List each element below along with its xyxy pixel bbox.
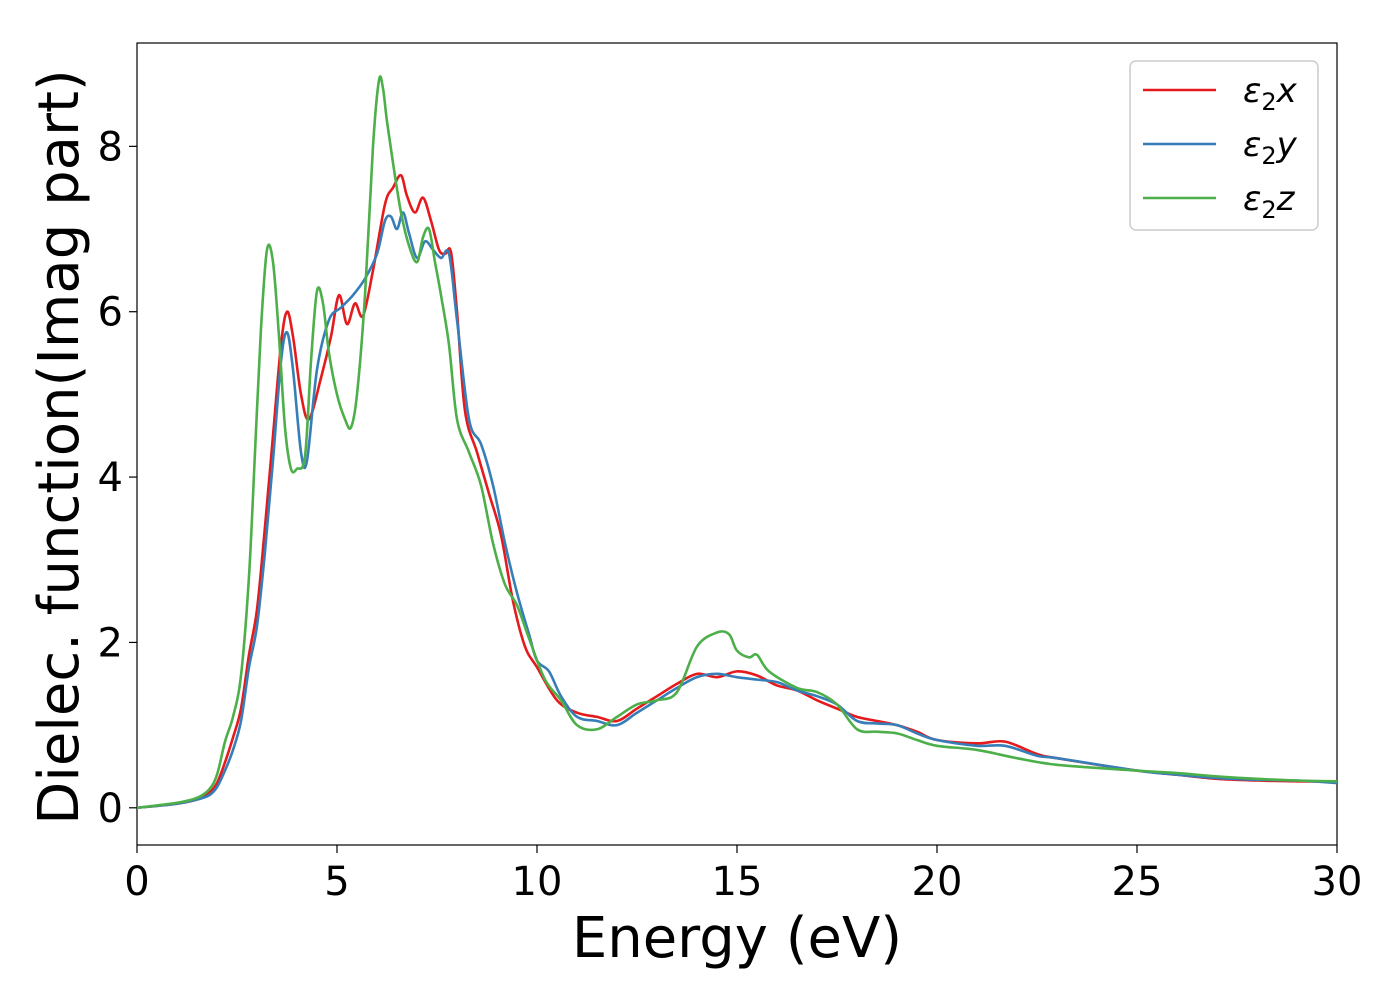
series-line-x xyxy=(136,173,1338,810)
series-line-z xyxy=(136,75,1338,810)
series-line-y xyxy=(136,211,1338,810)
x-axis-ticks: 0 5 10 15 20 25 30 xyxy=(124,845,1362,905)
y-axis-title: Dielec. function(Imag part) xyxy=(27,69,92,825)
x-tick-label: 15 xyxy=(712,859,763,905)
y-tick-label: 4 xyxy=(98,455,123,501)
x-tick-label: 0 xyxy=(124,859,149,905)
y-tick-label: 6 xyxy=(98,290,123,336)
legend-items: ε2x ε2y ε2z xyxy=(1143,71,1298,224)
x-tick-label: 5 xyxy=(324,859,349,905)
x-axis-title: Energy (eV) xyxy=(572,906,902,971)
y-tick-label: 8 xyxy=(98,124,123,170)
y-axis-ticks: 0 2 4 6 8 xyxy=(98,124,137,832)
y-tick-label: 2 xyxy=(98,620,123,666)
legend-label-x: ε2x xyxy=(1243,71,1298,116)
x-tick-label: 25 xyxy=(1112,859,1163,905)
series-layer xyxy=(136,75,1338,810)
y-tick-label: 0 xyxy=(98,786,123,832)
legend: ε2x ε2y ε2z xyxy=(1129,60,1319,231)
x-tick-label: 10 xyxy=(512,859,563,905)
legend-box xyxy=(1129,60,1319,231)
x-tick-label: 30 xyxy=(1312,859,1363,905)
x-tick-label: 20 xyxy=(912,859,963,905)
legend-label-z: ε2z xyxy=(1243,179,1296,224)
legend-label-y: ε2y xyxy=(1243,125,1298,170)
